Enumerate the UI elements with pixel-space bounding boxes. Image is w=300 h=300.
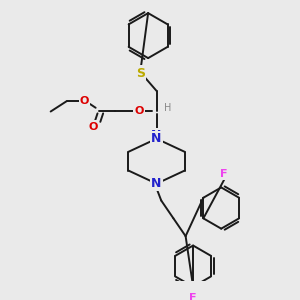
Text: O: O (80, 96, 89, 106)
Text: S: S (136, 67, 145, 80)
Text: H: H (164, 103, 172, 113)
Text: O: O (88, 122, 98, 131)
Text: F: F (189, 293, 197, 300)
Text: N: N (152, 177, 162, 190)
Text: N: N (152, 129, 162, 142)
Text: O: O (134, 106, 143, 116)
Text: N: N (152, 132, 162, 145)
Text: F: F (220, 169, 228, 179)
